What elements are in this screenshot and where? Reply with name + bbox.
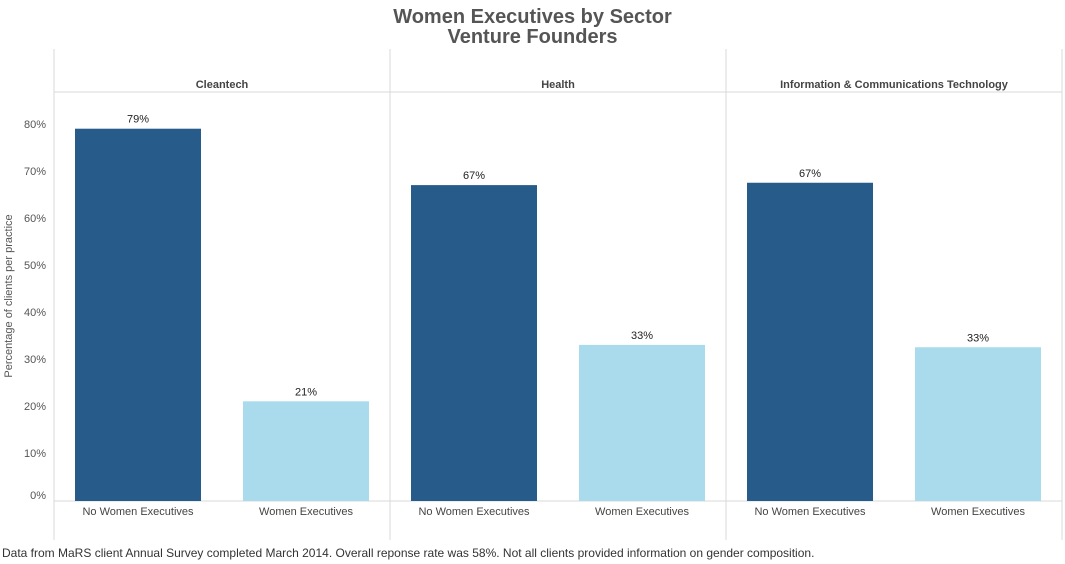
x-tick-label: No Women Executives xyxy=(754,506,866,518)
y-tick-label: 20% xyxy=(24,401,46,413)
y-tick-label: 70% xyxy=(24,166,46,178)
x-tick-label: Women Executives xyxy=(931,506,1025,518)
y-tick-label: 10% xyxy=(24,448,46,460)
panel-header-label: Health xyxy=(541,79,575,91)
bar xyxy=(75,128,201,501)
bar-chart: 0% 10% 20% 30% 40% 50% 60% 70% 80% Percentage of … xyxy=(3,49,1063,540)
data-label: 67% xyxy=(799,168,821,180)
y-tick-label: 0% xyxy=(30,490,46,502)
data-label: 79% xyxy=(127,114,149,126)
bar xyxy=(579,344,705,501)
y-tick-label: 30% xyxy=(24,354,46,366)
y-tick-label: 50% xyxy=(24,260,46,272)
data-label: 33% xyxy=(631,330,653,342)
panel-header-label: Cleantech xyxy=(196,79,249,91)
x-tick-label: Women Executives xyxy=(595,506,689,518)
footnote: Data from MaRS client Annual Survey comp… xyxy=(2,546,815,560)
y-tick-label: 80% xyxy=(24,119,46,131)
x-tick-label: No Women Executives xyxy=(82,506,194,518)
chart-subtitle: Venture Founders xyxy=(447,26,618,48)
data-label: 33% xyxy=(967,332,989,344)
bar xyxy=(243,401,369,501)
x-tick-label: No Women Executives xyxy=(418,506,530,518)
bar xyxy=(915,347,1041,501)
y-tick-label: 60% xyxy=(24,213,46,225)
chart-title: Women Executives by Sector xyxy=(393,6,672,28)
y-axis-title: Percentage of clients per practice xyxy=(3,214,15,377)
data-label: 21% xyxy=(295,386,317,398)
bar xyxy=(747,182,873,501)
panel-header-label: Information & Communications Technology xyxy=(780,79,1009,91)
bar xyxy=(411,185,537,501)
data-label: 67% xyxy=(463,170,485,182)
x-tick-label: Women Executives xyxy=(259,506,353,518)
y-tick-label: 40% xyxy=(24,307,46,319)
